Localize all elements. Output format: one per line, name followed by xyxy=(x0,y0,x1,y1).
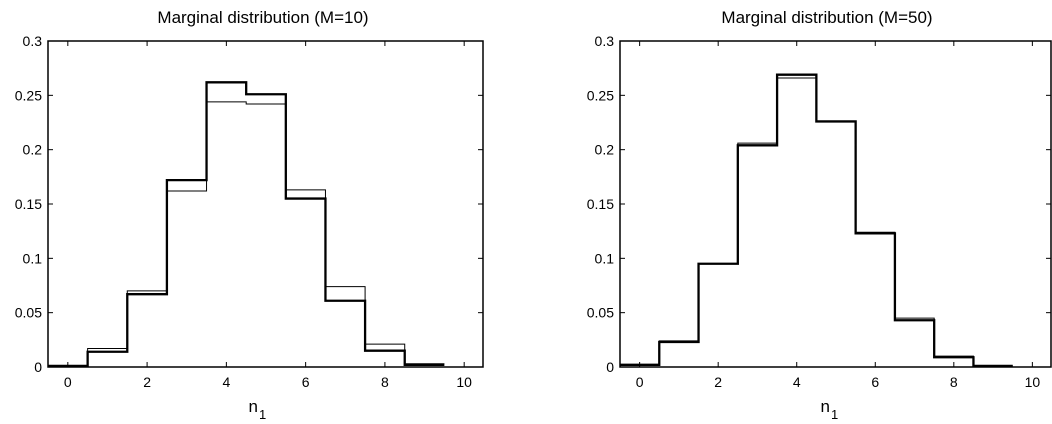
chart-title: Marginal distribution (M=50) xyxy=(721,8,932,27)
series-line-bold xyxy=(620,73,1013,368)
x-axis-label: n xyxy=(821,397,830,416)
x-axis-label-subscript: 1 xyxy=(831,407,838,422)
series-line-bold xyxy=(48,81,445,368)
x-tick-label: 0 xyxy=(636,374,644,390)
axes-frame xyxy=(47,40,484,368)
series-line-thin xyxy=(48,101,445,367)
chart-title: Marginal distribution (M=10) xyxy=(157,8,368,27)
x-tick-label: 8 xyxy=(950,374,958,390)
x-tick-label: 0 xyxy=(64,374,72,390)
x-axis-label: n xyxy=(249,397,258,416)
y-tick-label: 0.2 xyxy=(595,142,615,158)
x-tick-label: 6 xyxy=(871,374,879,390)
x-tick-label: 10 xyxy=(456,374,472,390)
y-tick-label: 0.05 xyxy=(15,305,42,321)
y-tick-label: 0 xyxy=(34,359,42,375)
y-tick-label: 0.2 xyxy=(23,142,43,158)
y-tick-label: 0.1 xyxy=(595,250,615,266)
plot-area: 0 0.05 0.1 0.15 0.2 0.25 0.3 0 2 4 6 8 10 xyxy=(15,33,484,390)
axes-frame xyxy=(619,40,1052,368)
x-axis-label-subscript: 1 xyxy=(259,407,266,422)
y-tick-label: 0.15 xyxy=(587,196,614,212)
y-tick-label: 0.15 xyxy=(15,196,42,212)
y-tick-label: 0.25 xyxy=(587,87,614,103)
y-tick-label: 0.3 xyxy=(23,33,43,49)
x-tick-label: 2 xyxy=(714,374,722,390)
x-tick-label: 6 xyxy=(302,374,310,390)
chart-panel-m10: Marginal distribution (M=10) 0 0.05 0.1 0.1… xyxy=(15,8,484,422)
y-tick-label: 0.3 xyxy=(595,33,615,49)
chart-panel-m50: Marginal distribution (M=50) 0 0.05 0.1 0.1… xyxy=(587,8,1052,422)
x-tick-label: 10 xyxy=(1025,374,1041,390)
x-tick-label: 8 xyxy=(381,374,389,390)
plot-area: 0 0.05 0.1 0.15 0.2 0.25 0.3 0 2 4 6 8 10 xyxy=(587,33,1052,390)
y-tick-label: 0.05 xyxy=(587,305,614,321)
y-tick-label: 0 xyxy=(606,359,614,375)
x-tick-label: 4 xyxy=(793,374,801,390)
x-tick-label: 2 xyxy=(143,374,151,390)
x-tick-label: 4 xyxy=(222,374,230,390)
y-tick-label: 0.25 xyxy=(15,87,42,103)
y-tick-label: 0.1 xyxy=(23,250,43,266)
